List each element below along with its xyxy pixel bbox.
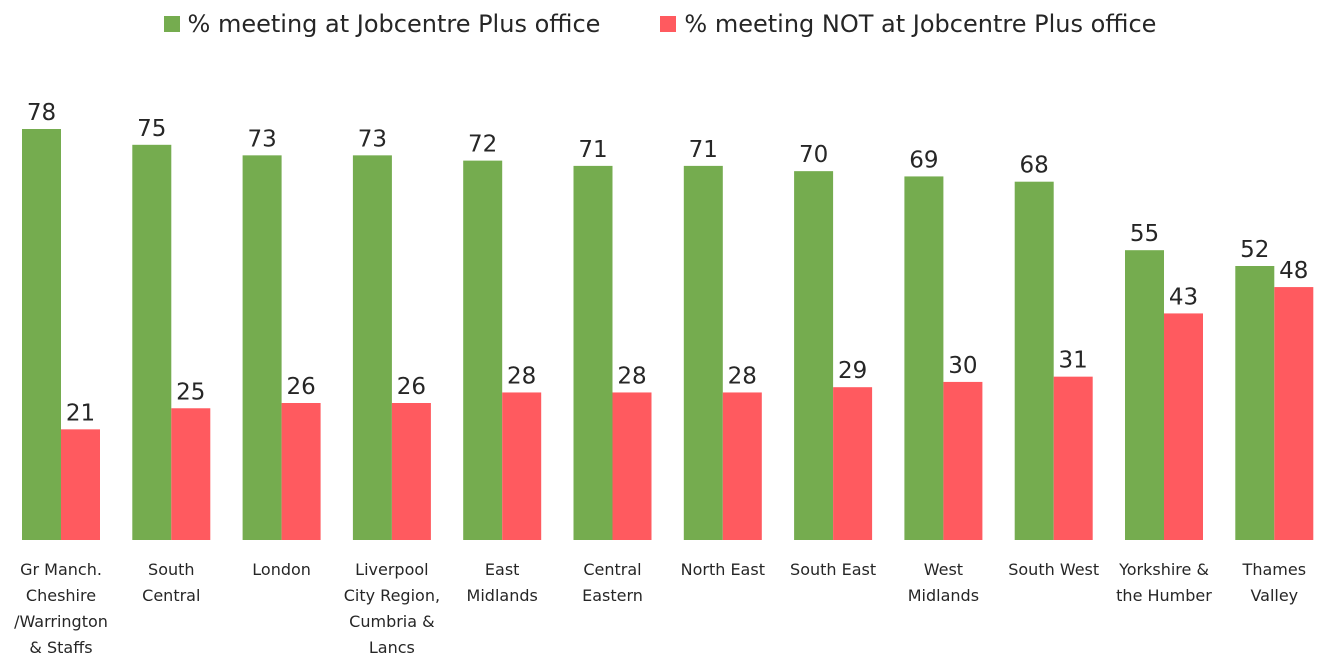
value-label-at-office-1: 75 [137, 116, 166, 142]
category-label-5: Central Eastern [582, 560, 643, 605]
value-label-at-office-6: 71 [689, 137, 718, 163]
category-label-1: South Central [142, 560, 200, 605]
category-label-4: East Midlands [467, 560, 538, 605]
bar-not-at-office-4 [502, 392, 541, 540]
value-label-not-at-office-8: 30 [948, 353, 977, 379]
value-label-not-at-office-0: 21 [66, 400, 95, 426]
bar-not-at-office-6 [723, 392, 762, 540]
bar-at-office-0 [22, 129, 61, 540]
category-label-7: South East [790, 560, 876, 579]
value-label-not-at-office-4: 28 [507, 363, 536, 389]
value-label-not-at-office-3: 26 [397, 374, 426, 400]
category-label-2: London [252, 560, 311, 579]
value-label-not-at-office-7: 29 [838, 358, 867, 384]
value-label-not-at-office-9: 31 [1059, 348, 1088, 374]
category-label-8: West Midlands [908, 560, 979, 605]
bar-at-office-9 [1015, 182, 1054, 540]
value-label-not-at-office-5: 28 [617, 363, 646, 389]
bar-not-at-office-5 [613, 392, 652, 540]
bar-not-at-office-2 [282, 403, 321, 540]
bar-at-office-5 [574, 166, 613, 540]
bar-at-office-11 [1235, 266, 1274, 540]
value-label-at-office-10: 55 [1130, 221, 1159, 247]
bar-not-at-office-0 [61, 429, 100, 540]
bar-at-office-4 [463, 161, 502, 540]
bar-at-office-1 [132, 145, 171, 540]
category-label-6: North East [681, 560, 765, 579]
bar-at-office-2 [243, 155, 282, 540]
category-label-10: Yorkshire & the Humber [1116, 560, 1212, 605]
bar-at-office-6 [684, 166, 723, 540]
value-label-not-at-office-11: 48 [1279, 258, 1308, 284]
bar-not-at-office-9 [1054, 377, 1093, 540]
value-label-at-office-5: 71 [578, 137, 607, 163]
bar-not-at-office-11 [1274, 287, 1313, 540]
category-label-3: Liverpool City Region, Cumbria & Lancs [344, 560, 440, 656]
value-label-not-at-office-2: 26 [286, 374, 315, 400]
bar-at-office-8 [904, 176, 943, 540]
category-label-9: South West [1008, 560, 1099, 579]
value-label-at-office-2: 73 [247, 126, 276, 152]
bar-not-at-office-7 [833, 387, 872, 540]
value-label-at-office-8: 69 [909, 147, 938, 173]
category-label-0: Gr Manch. Cheshire/Warrington & Staffs [14, 560, 108, 656]
value-label-not-at-office-6: 28 [728, 363, 757, 389]
value-label-at-office-7: 70 [799, 142, 828, 168]
bar-at-office-7 [794, 171, 833, 540]
bar-not-at-office-10 [1164, 313, 1203, 540]
value-label-at-office-0: 78 [27, 100, 56, 126]
value-label-not-at-office-1: 25 [176, 379, 205, 405]
value-label-not-at-office-10: 43 [1169, 284, 1198, 310]
value-label-at-office-9: 68 [1020, 153, 1049, 179]
value-label-at-office-11: 52 [1240, 237, 1269, 263]
bar-not-at-office-3 [392, 403, 431, 540]
bar-not-at-office-1 [171, 408, 210, 540]
value-label-at-office-3: 73 [358, 126, 387, 152]
bar-at-office-10 [1125, 250, 1164, 540]
value-label-at-office-4: 72 [468, 132, 497, 158]
bar-at-office-3 [353, 155, 392, 540]
category-label-11: Thames Valley [1242, 560, 1306, 605]
bar-not-at-office-8 [943, 382, 982, 540]
